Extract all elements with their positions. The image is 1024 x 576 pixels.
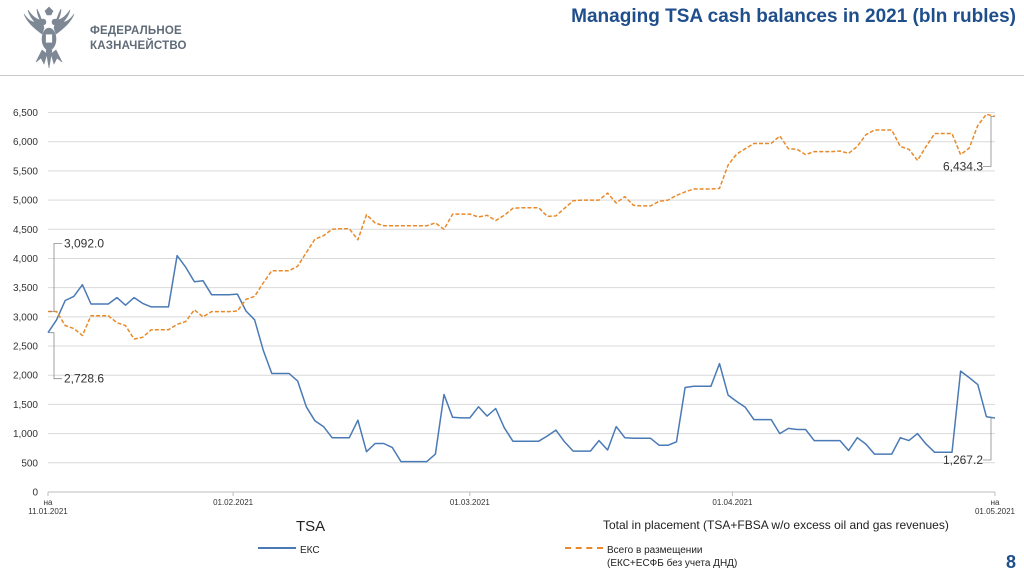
series-line-eks bbox=[47, 254, 996, 463]
x-tick-label: 01.05.2021 bbox=[975, 507, 1016, 516]
line-chart: 0 500 1,000 1,500 2,000 2,500 3,000 3,500 4,000 4… bbox=[13, 108, 1016, 516]
annotation-leader bbox=[49, 243, 62, 312]
y-tick-label: 500 bbox=[21, 458, 38, 469]
annotations: 3,092.0 2,728.6 6,434.3 1,267.2 bbox=[49, 115, 994, 467]
y-tick-label: 3,000 bbox=[13, 312, 38, 323]
y-tick-label: 2,000 bbox=[13, 371, 38, 382]
annotation-leader bbox=[983, 115, 994, 167]
annotation-leader bbox=[49, 332, 62, 380]
page-title: Managing TSA cash balances in 2021 (bln … bbox=[571, 6, 1016, 27]
logo-line-1: ФЕДЕРАЛЬНОЕ bbox=[90, 25, 182, 37]
y-tick-label: 4,500 bbox=[13, 225, 38, 236]
x-tick-label: 01.02.2021 bbox=[213, 498, 254, 507]
y-tick-label: 6,000 bbox=[13, 137, 38, 148]
header-divider bbox=[0, 75, 1024, 76]
x-tick-label: на bbox=[44, 498, 53, 507]
series-line-total bbox=[48, 113, 996, 340]
x-tick-label: на bbox=[991, 498, 1000, 507]
x-group-label-tsa: TSA bbox=[296, 518, 326, 535]
legend-item-total: Всего в размещении (ЕКС+ЕСФБ без учета Д… bbox=[565, 544, 737, 570]
x-tick-label: 01.03.2021 bbox=[450, 498, 491, 507]
legend-label-eks: ЕКС bbox=[300, 545, 320, 556]
legend-label-total-2: (ЕКС+ЕСФБ без учета ДНД) bbox=[607, 558, 738, 569]
logo-line-2: КАЗНАЧЕЙСТВО bbox=[90, 40, 187, 52]
x-tick-label: 11.01.2021 bbox=[28, 507, 68, 516]
y-tick-label: 3,500 bbox=[13, 283, 38, 294]
y-tick-label: 0 bbox=[32, 488, 38, 499]
data-label: 1,267.2 bbox=[943, 453, 983, 467]
grid-lines bbox=[48, 112, 995, 493]
y-tick-label: 5,500 bbox=[13, 166, 38, 177]
y-tick-label: 2,500 bbox=[13, 342, 38, 353]
double-headed-eagle-icon bbox=[23, 6, 75, 69]
data-label: 6,434.3 bbox=[943, 159, 983, 173]
data-label: 3,092.0 bbox=[64, 236, 104, 250]
treasury-logo: ФЕДЕРАЛЬНОЕ КАЗНАЧЕЙСТВО bbox=[22, 6, 192, 70]
y-tick-label: 6,500 bbox=[13, 108, 38, 119]
logo-text: ФЕДЕРАЛЬНОЕ КАЗНАЧЕЙСТВО bbox=[90, 24, 187, 54]
annotation-leader bbox=[983, 417, 994, 461]
y-tick-label: 4,000 bbox=[13, 254, 38, 265]
y-tick-label: 5,000 bbox=[13, 196, 38, 207]
legend-item-eks: ЕКС bbox=[258, 544, 320, 557]
y-axis: 0 500 1,000 1,500 2,000 2,500 3,000 3,500 4,000 4… bbox=[13, 108, 38, 498]
page-number: 8 bbox=[1005, 552, 1016, 572]
data-label: 2,728.6 bbox=[64, 372, 104, 386]
y-tick-label: 1,500 bbox=[13, 400, 38, 411]
x-group-label-total: Total in placement (TSA+FBSA w/o excess … bbox=[603, 518, 949, 532]
legend-swatch-total bbox=[565, 547, 603, 550]
header: ФЕДЕРАЛЬНОЕ КАЗНАЧЕЙСТВО Managing TSA ca… bbox=[0, 0, 1024, 76]
series-lines bbox=[47, 113, 996, 463]
y-tick-label: 1,000 bbox=[13, 429, 38, 440]
legend-label-total-1: Всего в размещении bbox=[607, 545, 703, 556]
legend-swatch-eks bbox=[258, 547, 296, 550]
x-tick-label: 01.04.2021 bbox=[712, 498, 753, 507]
